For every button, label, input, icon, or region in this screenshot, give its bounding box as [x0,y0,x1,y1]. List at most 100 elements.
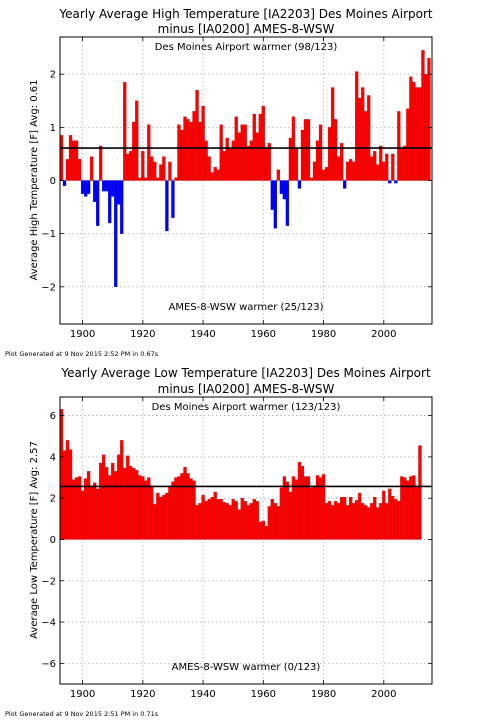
bar [400,148,404,181]
bar [312,161,317,181]
bar [270,499,274,540]
bar [192,111,196,181]
bar [397,501,401,540]
footnote-low: Plot Generated at 9 Nov 2015 2:51 PM in … [5,710,159,718]
bar [80,490,85,540]
bar [108,475,112,540]
bar [162,494,166,540]
bar [141,151,145,181]
bar [379,503,383,540]
bar [204,501,208,540]
bar [162,156,166,181]
bar [234,501,238,540]
bar [349,497,353,540]
bar [216,499,220,540]
bar [267,143,271,181]
bar [71,140,76,181]
bar [93,482,97,540]
bar [340,497,344,540]
bar [177,124,181,181]
bar [129,466,133,540]
bar [144,480,148,540]
bar [303,119,308,181]
bar [225,137,229,181]
y-tick-label: 0 [50,176,56,187]
bar [336,503,341,540]
bar [288,491,293,540]
bar [219,124,223,181]
ticks: 1900 1920 1940 1960 1980 2000 −6 −4 −2 0 2 4 6 [41,397,432,700]
bar [294,479,299,540]
bar [83,180,88,197]
bar [171,180,175,218]
bar [376,507,380,540]
bar [159,164,163,181]
x-tick-label: 1960 [251,329,276,340]
bar [168,161,172,181]
bar [309,487,314,540]
bar [270,180,274,210]
bar [346,161,350,181]
bar [403,145,407,181]
bar [237,509,241,540]
bar [186,119,190,181]
bar [240,124,244,181]
bar [180,129,184,181]
bar [394,180,398,184]
bar [355,71,359,181]
bar [315,475,320,540]
bar [294,148,299,181]
bar [391,153,395,181]
bar [207,156,211,181]
bar [83,478,88,540]
bar [288,137,293,181]
bar [80,180,85,194]
bar [246,505,250,540]
y-tick-label: 2 [50,494,56,505]
bar [409,76,413,181]
chart-subtitle: minus [IA0200] AMES-8-WSW [158,382,335,396]
x-tick-label: 1940 [190,689,215,700]
bar [300,466,305,540]
bar [144,177,148,181]
chart-low-temperature: Yearly Average Low Temperature [IA2203] … [29,366,433,700]
bar [252,499,256,540]
bar [391,495,395,540]
chart-title: Yearly Average Low Temperature [IA2203] … [60,366,431,380]
y-tick-label: −4 [41,618,56,629]
bar [358,97,362,181]
bar [201,105,205,181]
bar [180,473,184,540]
bar [249,503,253,540]
bar [385,503,389,540]
bar [367,507,371,540]
bar [65,159,70,181]
bar [65,440,70,540]
bar [132,468,136,540]
bar [385,153,389,181]
bar [186,473,190,540]
bar [249,140,253,181]
bar [373,497,377,540]
bar [183,467,187,540]
y-tick-label: 2 [50,70,56,81]
y-tick-label: 1 [50,123,56,134]
annotation-top: Des Moines Airport warmer (123/123) [152,402,341,413]
bar [397,111,401,181]
bar [282,180,287,200]
x-tick-label: 1920 [130,689,155,700]
bar [62,180,67,186]
bar [192,480,196,540]
bar [273,503,277,540]
grid [60,397,432,684]
bar [237,132,241,181]
bar [99,462,103,540]
bar [261,105,265,181]
bar [418,87,422,181]
bar [370,503,374,540]
bar [285,180,290,226]
bar [189,478,193,540]
bar [207,499,211,540]
bar [71,479,76,540]
